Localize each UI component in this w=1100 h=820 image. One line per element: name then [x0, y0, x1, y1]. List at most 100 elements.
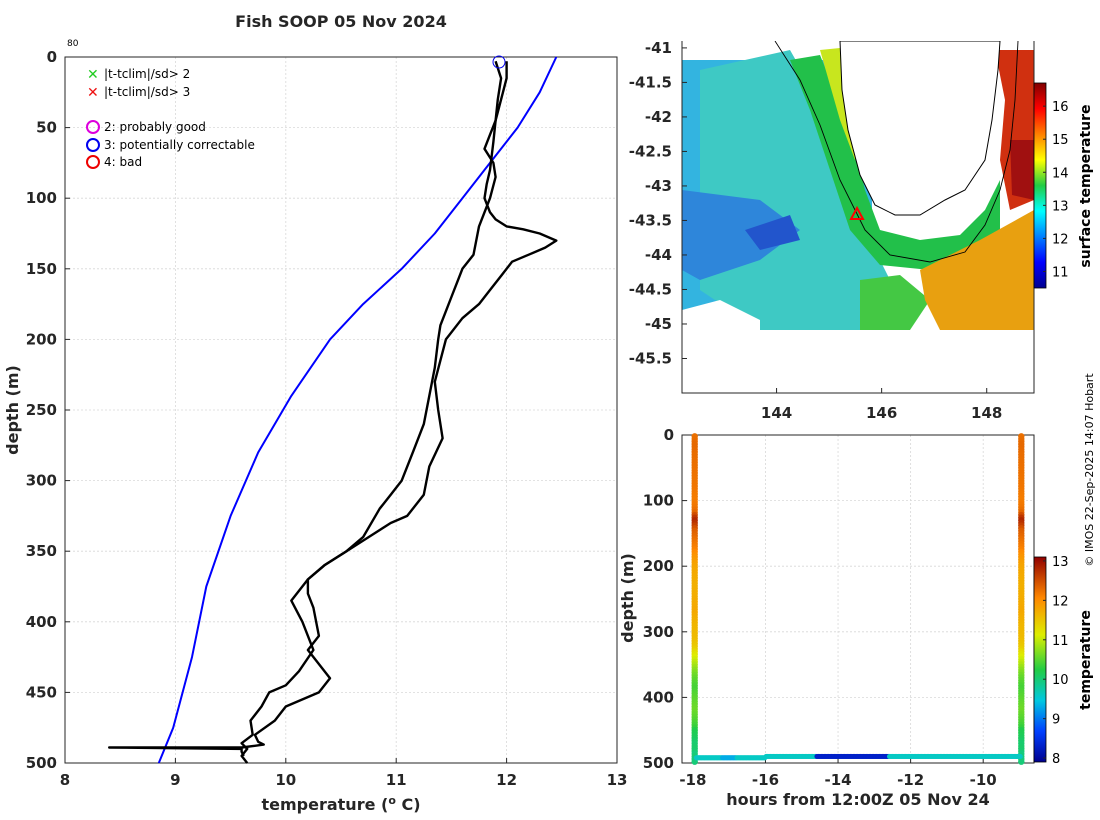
timeseries-axes-box	[681, 434, 1035, 764]
map-y-tick-label-4: -43	[645, 177, 672, 195]
map-y-tick-label-6: -44	[645, 246, 672, 264]
map-cbar-label-0: 11	[1052, 265, 1069, 280]
legend-qc-2-label: 2: probably good	[104, 120, 206, 134]
ts-cbar-label-1: 9	[1052, 713, 1060, 728]
ts-cbar-label-4: 12	[1052, 594, 1069, 609]
profile-ticks: 8 9 10 11 12 13 0 50 100 150 200 250 300 350 400 450 500	[26, 48, 628, 789]
map-y-tick-label-1: -41.5	[629, 73, 672, 91]
sst-white-gap	[682, 300, 760, 331]
y-tick-label-9: 450	[26, 683, 57, 701]
ts-x-tick-label-3: -12	[897, 771, 924, 789]
series-climatology	[157, 56, 558, 764]
ascent-point	[1018, 758, 1025, 765]
ts-y-tick-label-1: 100	[643, 492, 674, 510]
timeseries-colorbar: 8 9 10 11 12 13	[1033, 555, 1069, 767]
qc-marker-surface	[492, 55, 506, 69]
legend-qc-3: 3: potentially correctable	[86, 138, 255, 152]
map-x-tick-label-0: 144	[761, 404, 792, 422]
ts-cbar-label-5: 13	[1052, 555, 1069, 570]
shelf-contour	[774, 41, 1019, 263]
map-x-tick-label-1: 146	[866, 404, 897, 422]
sst-patch-orange	[920, 210, 1034, 330]
land-tasmania	[839, 41, 1001, 216]
ts-y-tick-label-2: 200	[643, 557, 674, 575]
y-tick-label-1: 50	[36, 119, 57, 137]
legend-flag-3-label: |t-tclim|/sd> 3	[104, 85, 190, 99]
map-x-tick-label-2: 148	[971, 404, 1002, 422]
ts-x-tick-label-2: -14	[824, 771, 851, 789]
legend-qc-2: 2: probably good	[86, 120, 206, 134]
series-profile-1	[240, 60, 558, 764]
map-y-tick-label-8: -45	[645, 315, 672, 333]
ts-cbar-label-0: 8	[1052, 752, 1060, 767]
ts-cbar-label-3: 11	[1052, 634, 1069, 649]
map-y-tick-label-5: -43.5	[629, 211, 672, 229]
x-tick-label-5: 13	[607, 771, 628, 789]
profile-series	[107, 56, 558, 764]
y-tick-label-7: 350	[26, 542, 57, 560]
map-colorbar-scale	[1033, 82, 1047, 289]
map-colorbar: 11 12 13 14 15 16	[1033, 82, 1069, 289]
timeseries-xlabel: hours from 12:00Z 05 Nov 24	[726, 790, 989, 809]
y-tick-label-0: 0	[47, 48, 57, 66]
x-tick-label-2: 10	[275, 771, 296, 789]
sst-patch-green-lower	[860, 275, 930, 330]
timeseries-colorbar-label: temperature	[1078, 610, 1094, 710]
y-tick-label-2: 100	[26, 189, 57, 207]
map-y-tick-label-2: -42	[645, 108, 672, 126]
map-cbar-label-3: 14	[1052, 166, 1069, 181]
profile-ylabel: depth (m)	[3, 365, 22, 455]
x-marker-red: ✕	[87, 85, 99, 101]
timeseries-colorbar-scale	[1033, 556, 1047, 763]
ts-y-tick-label-4: 400	[643, 688, 674, 706]
map-ticks: 144 146 148 -41 -41.5 -42 -42.5 -43 -43.5 -44 -44.…	[629, 39, 1003, 422]
y-tick-label-10: 500	[26, 754, 57, 772]
map-y-tick-label-7: -44.5	[629, 280, 672, 298]
x-tick-label-3: 11	[386, 771, 407, 789]
x-tick-label-1: 9	[170, 771, 180, 789]
legend-flag-2: ✕ |t-tclim|/sd> 2	[87, 67, 190, 83]
profile-chart: Fish SOOP 05 Nov 2024 80 8 9 10 11 12 13 0 50 10…	[3, 12, 627, 814]
y-tick-label-3: 150	[26, 260, 57, 278]
profile-grid	[64, 56, 618, 764]
corner-label: 80	[67, 39, 79, 49]
x-tick-label-0: 8	[60, 771, 70, 789]
profile-xlabel: temperature (o C)	[261, 794, 420, 814]
chart-title: Fish SOOP 05 Nov 2024	[235, 12, 447, 31]
timeseries-chart: -18 -16 -14 -12 -10 0 100 200 300 400 500 hours fr…	[618, 426, 1094, 809]
map-y-tick-label-9: -45.5	[629, 349, 672, 367]
ts-cbar-label-2: 10	[1052, 673, 1069, 688]
map-colorbar-label: surface temperature	[1078, 104, 1094, 267]
legend-qc-4: 4: bad	[86, 155, 142, 169]
map-cbar-label-1: 12	[1052, 232, 1069, 247]
credit-text: © IMOS 22-Sep-2025 14:07 Hobart	[1083, 373, 1096, 567]
ts-y-tick-label-5: 500	[643, 754, 674, 772]
series-profile-2	[107, 61, 508, 757]
circle-marker-red	[86, 155, 100, 169]
sst-map: 144 146 148 -41 -41.5 -42 -42.5 -43 -43.5 -44 -44.…	[629, 39, 1094, 422]
timeseries-series	[691, 433, 1025, 765]
legend-flag-2-label: |t-tclim|/sd> 2	[104, 67, 190, 81]
legend-flag-3: ✕ |t-tclim|/sd> 3	[87, 85, 190, 101]
circle-marker-blue	[86, 138, 100, 152]
map-y-tick-label-0: -41	[645, 39, 672, 57]
x-marker-green: ✕	[87, 67, 99, 83]
ts-x-tick-label-0: -18	[679, 771, 706, 789]
map-cbar-label-5: 16	[1052, 100, 1069, 115]
map-y-tick-label-3: -42.5	[629, 142, 672, 160]
legend: ✕ |t-tclim|/sd> 2 ✕ |t-tclim|/sd> 3 2: p…	[86, 67, 255, 169]
map-cbar-label-4: 15	[1052, 133, 1069, 148]
timeseries-ylabel: depth (m)	[618, 553, 637, 643]
sst-patch-darkred	[1010, 140, 1034, 200]
sst-field	[682, 41, 1034, 331]
y-tick-label-4: 200	[26, 330, 57, 348]
y-tick-label-8: 400	[26, 613, 57, 631]
legend-qc-4-label: 4: bad	[104, 155, 142, 169]
sst-patch-deepblue	[745, 215, 800, 250]
y-tick-label-6: 300	[26, 472, 57, 490]
ts-y-tick-label-0: 0	[664, 426, 674, 444]
bottom-track-point	[1017, 753, 1023, 760]
ts-y-tick-label-3: 300	[643, 623, 674, 641]
x-tick-label-4: 12	[496, 771, 517, 789]
